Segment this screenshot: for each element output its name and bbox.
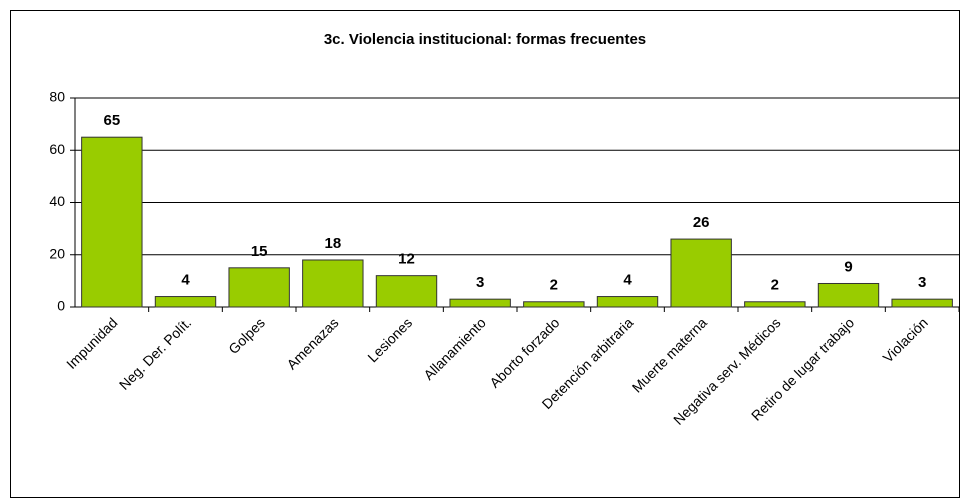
bar (302, 259, 364, 308)
y-tick-label: 80 (49, 89, 65, 105)
bar (154, 296, 217, 308)
value-label: 15 (251, 243, 268, 260)
y-tick-label: 40 (49, 193, 65, 209)
value-label: 9 (844, 258, 852, 275)
value-label: 2 (550, 277, 558, 294)
value-label: 4 (181, 272, 190, 289)
y-tick-label: 60 (49, 141, 65, 157)
value-label: 65 (103, 112, 120, 129)
bar (228, 267, 290, 308)
bar (670, 238, 732, 308)
chart-title: 3c. Violencia institucional: formas frec… (324, 31, 646, 48)
value-label: 18 (324, 235, 341, 252)
value-label: 4 (623, 272, 632, 289)
bar (891, 298, 953, 308)
bar (81, 136, 143, 308)
bar (375, 275, 438, 308)
value-label: 3 (918, 274, 926, 291)
bar (744, 301, 806, 308)
value-label: 26 (693, 214, 710, 231)
bar (449, 298, 511, 308)
chart-border (10, 10, 960, 498)
bar (596, 296, 659, 308)
value-label: 2 (771, 277, 779, 294)
value-label: 3 (476, 274, 484, 291)
value-label: 12 (398, 251, 415, 268)
y-tick-label: 20 (49, 245, 65, 261)
bar (817, 282, 880, 308)
y-tick-label: 0 (57, 298, 65, 314)
bar (523, 301, 585, 308)
